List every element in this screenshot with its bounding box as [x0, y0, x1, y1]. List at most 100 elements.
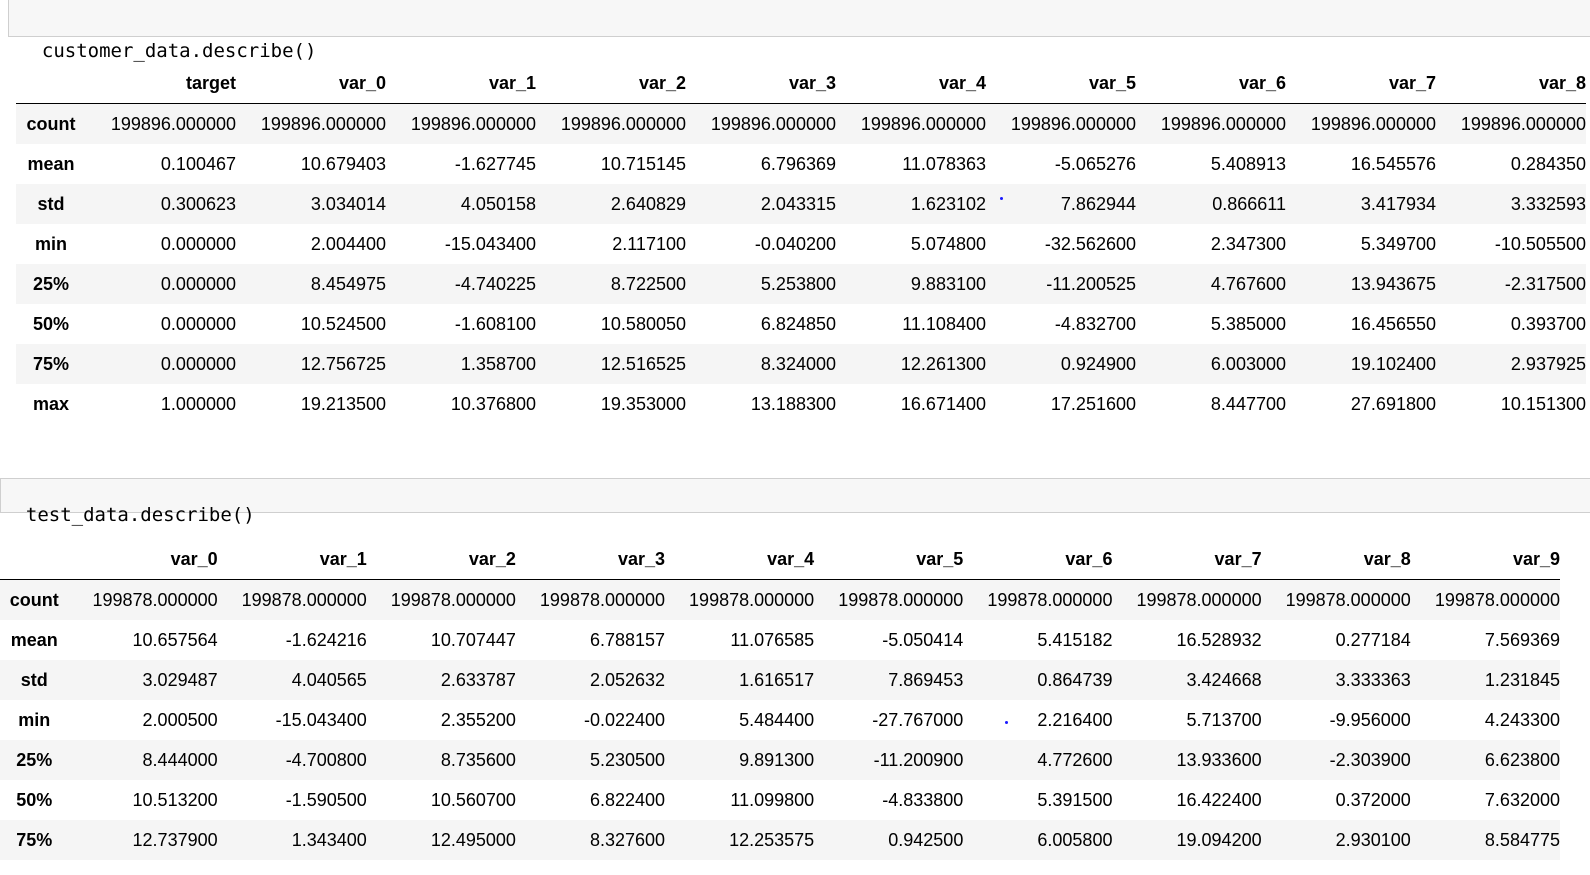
table-cell: 0.866611: [1212, 193, 1286, 214]
table-row: 25% 8.444000 -4.700800 8.735600 5.230500 9.89…: [0, 740, 1560, 780]
table-cell: -15.043400: [275, 709, 367, 730]
table-cell: 2.355200: [440, 709, 516, 730]
describe-table: var_0 var_1 var_2 var_3 var_4 var_5 var_6 var_7…: [0, 540, 1560, 860]
table-cell: 0.000000: [160, 313, 236, 334]
table-cell: 19.353000: [600, 393, 686, 414]
table-cell: 199878.000000: [390, 589, 516, 610]
table-cell: 3.417934: [1360, 193, 1436, 214]
table-row: mean 0.100467 10.679403 -1.627745 10.715145 6…: [16, 144, 1586, 184]
table-cell: 0.372000: [1335, 789, 1411, 810]
row-label: 25%: [32, 273, 70, 294]
table-cell: 10.513200: [132, 789, 218, 810]
table-cell: 10.715145: [600, 153, 686, 174]
column-header: var_9: [1410, 540, 1560, 580]
table-cell: 0.284350: [1510, 153, 1586, 174]
table-cell: 11.078363: [902, 153, 986, 174]
table-cell: 2.347300: [1210, 233, 1286, 254]
column-header: var_3: [686, 64, 836, 104]
code-text: test_data.describe(): [25, 504, 255, 526]
table-cell: 5.349700: [1360, 233, 1436, 254]
table-cell: 11.099800: [730, 789, 815, 810]
table-cell: 16.671400: [900, 393, 986, 414]
cursor-dot: [1005, 721, 1008, 724]
cursor-dot: [1000, 197, 1003, 200]
table-cell: 7.569369: [1484, 629, 1560, 650]
row-label: 25%: [16, 749, 53, 770]
table-cell: -1.590500: [285, 789, 367, 810]
column-header: var_1: [386, 64, 536, 104]
column-header: var_2: [536, 64, 686, 104]
table-cell: 199878.000000: [838, 589, 964, 610]
table-cell: 199896.000000: [560, 113, 686, 134]
table-cell: 7.862944: [1060, 193, 1136, 214]
table-cell: -5.065276: [1054, 153, 1136, 174]
table-cell: -4.832700: [1054, 313, 1136, 334]
table-cell: -4.740225: [454, 273, 536, 294]
table-cell: 8.454975: [310, 273, 386, 294]
table-cell: 12.737900: [132, 829, 218, 850]
row-label: mean: [27, 153, 75, 174]
table-cell: 5.253800: [760, 273, 836, 294]
table-cell: 12.495000: [430, 829, 516, 850]
table-cell: -1.624216: [285, 629, 367, 650]
table-cell: 199878.000000: [241, 589, 367, 610]
table-cell: 6.824850: [760, 313, 836, 334]
table-cell: 13.933600: [1176, 749, 1262, 770]
table-cell: 5.408913: [1210, 153, 1286, 174]
table-cell: 10.376800: [450, 393, 536, 414]
table-cell: 10.151300: [1500, 393, 1586, 414]
table-cell: -27.767000: [872, 709, 964, 730]
code-cell-input[interactable]: customer_data.describe(): [8, 0, 1590, 62]
table-cell: 4.050158: [460, 193, 536, 214]
row-label: 75%: [16, 829, 53, 850]
table-cell: 16.545576: [1350, 153, 1436, 174]
table-cell: 8.444000: [142, 749, 218, 770]
table-cell: 19.213500: [300, 393, 386, 414]
column-header: var_6: [1136, 64, 1286, 104]
table-cell: 2.937925: [1510, 353, 1586, 374]
column-header: var_0: [236, 64, 386, 104]
header-row: var_0 var_1 var_2 var_3 var_4 var_5 var_6 var_7…: [0, 540, 1560, 580]
table-cell: 13.943675: [1350, 273, 1436, 294]
table-cell: 2.004400: [310, 233, 386, 254]
table-cell: 1.231845: [1484, 669, 1560, 690]
table-row: 75% 0.000000 12.756725 1.358700 12.516525 8.3…: [16, 344, 1586, 384]
table-cell: 3.029487: [142, 669, 218, 690]
table-cell: -1.627745: [454, 153, 536, 174]
describe-table: target var_0 var_1 var_2 var_3 var_4 var_5 var_…: [16, 64, 1586, 424]
table-row: std 3.029487 4.040565 2.633787 2.052632 1.616…: [0, 660, 1560, 700]
table-cell: 0.942500: [888, 829, 964, 850]
table-cell: 8.327600: [589, 829, 666, 850]
table-cell: 5.415182: [1037, 629, 1113, 650]
table-cell: 199896.000000: [110, 113, 236, 134]
table-cell: 5.484400: [739, 709, 815, 730]
table-cell: 5.385000: [1210, 313, 1286, 334]
table-cell: -2.303900: [1329, 749, 1411, 770]
table-cell: 199896.000000: [1310, 113, 1436, 134]
table-cell: 10.560700: [430, 789, 516, 810]
column-header: var_3: [515, 540, 666, 580]
table-row: min 2.000500 -15.043400 2.355200 -0.022400 5.…: [0, 700, 1560, 740]
table-cell: 199878.000000: [1434, 589, 1560, 610]
table-cell: 12.756725: [300, 353, 386, 374]
table-cell: 10.580050: [600, 313, 686, 334]
table-cell: 0.000000: [160, 233, 236, 254]
table-row: count 199896.000000 199896.000000 199896.00…: [16, 103, 1586, 144]
table-cell: 0.924900: [1060, 353, 1136, 374]
table-cell: 2.216400: [1037, 709, 1113, 730]
table-row: std 0.300623 3.034014 4.050158 2.640829 2.043…: [16, 184, 1586, 224]
column-header: var_6: [963, 540, 1113, 580]
code-cell-input[interactable]: test_data.describe(): [0, 478, 1590, 526]
column-header: var_2: [366, 540, 516, 580]
table-cell: 0.277184: [1335, 629, 1411, 650]
dataframe-output: target var_0 var_1 var_2 var_3 var_4 var_5 var_…: [16, 64, 1590, 430]
row-label: mean: [10, 629, 58, 650]
table-cell: 10.524500: [300, 313, 386, 334]
table-cell: 4.243300: [1484, 709, 1560, 730]
row-label: count: [26, 113, 76, 134]
table-cell: 199896.000000: [1010, 113, 1136, 134]
table-cell: 8.735600: [440, 749, 516, 770]
table-cell: 8.722500: [610, 273, 686, 294]
table-row: mean 10.657564 -1.624216 10.707447 6.788157 1…: [0, 620, 1560, 660]
table-cell: 16.456550: [1350, 313, 1436, 334]
